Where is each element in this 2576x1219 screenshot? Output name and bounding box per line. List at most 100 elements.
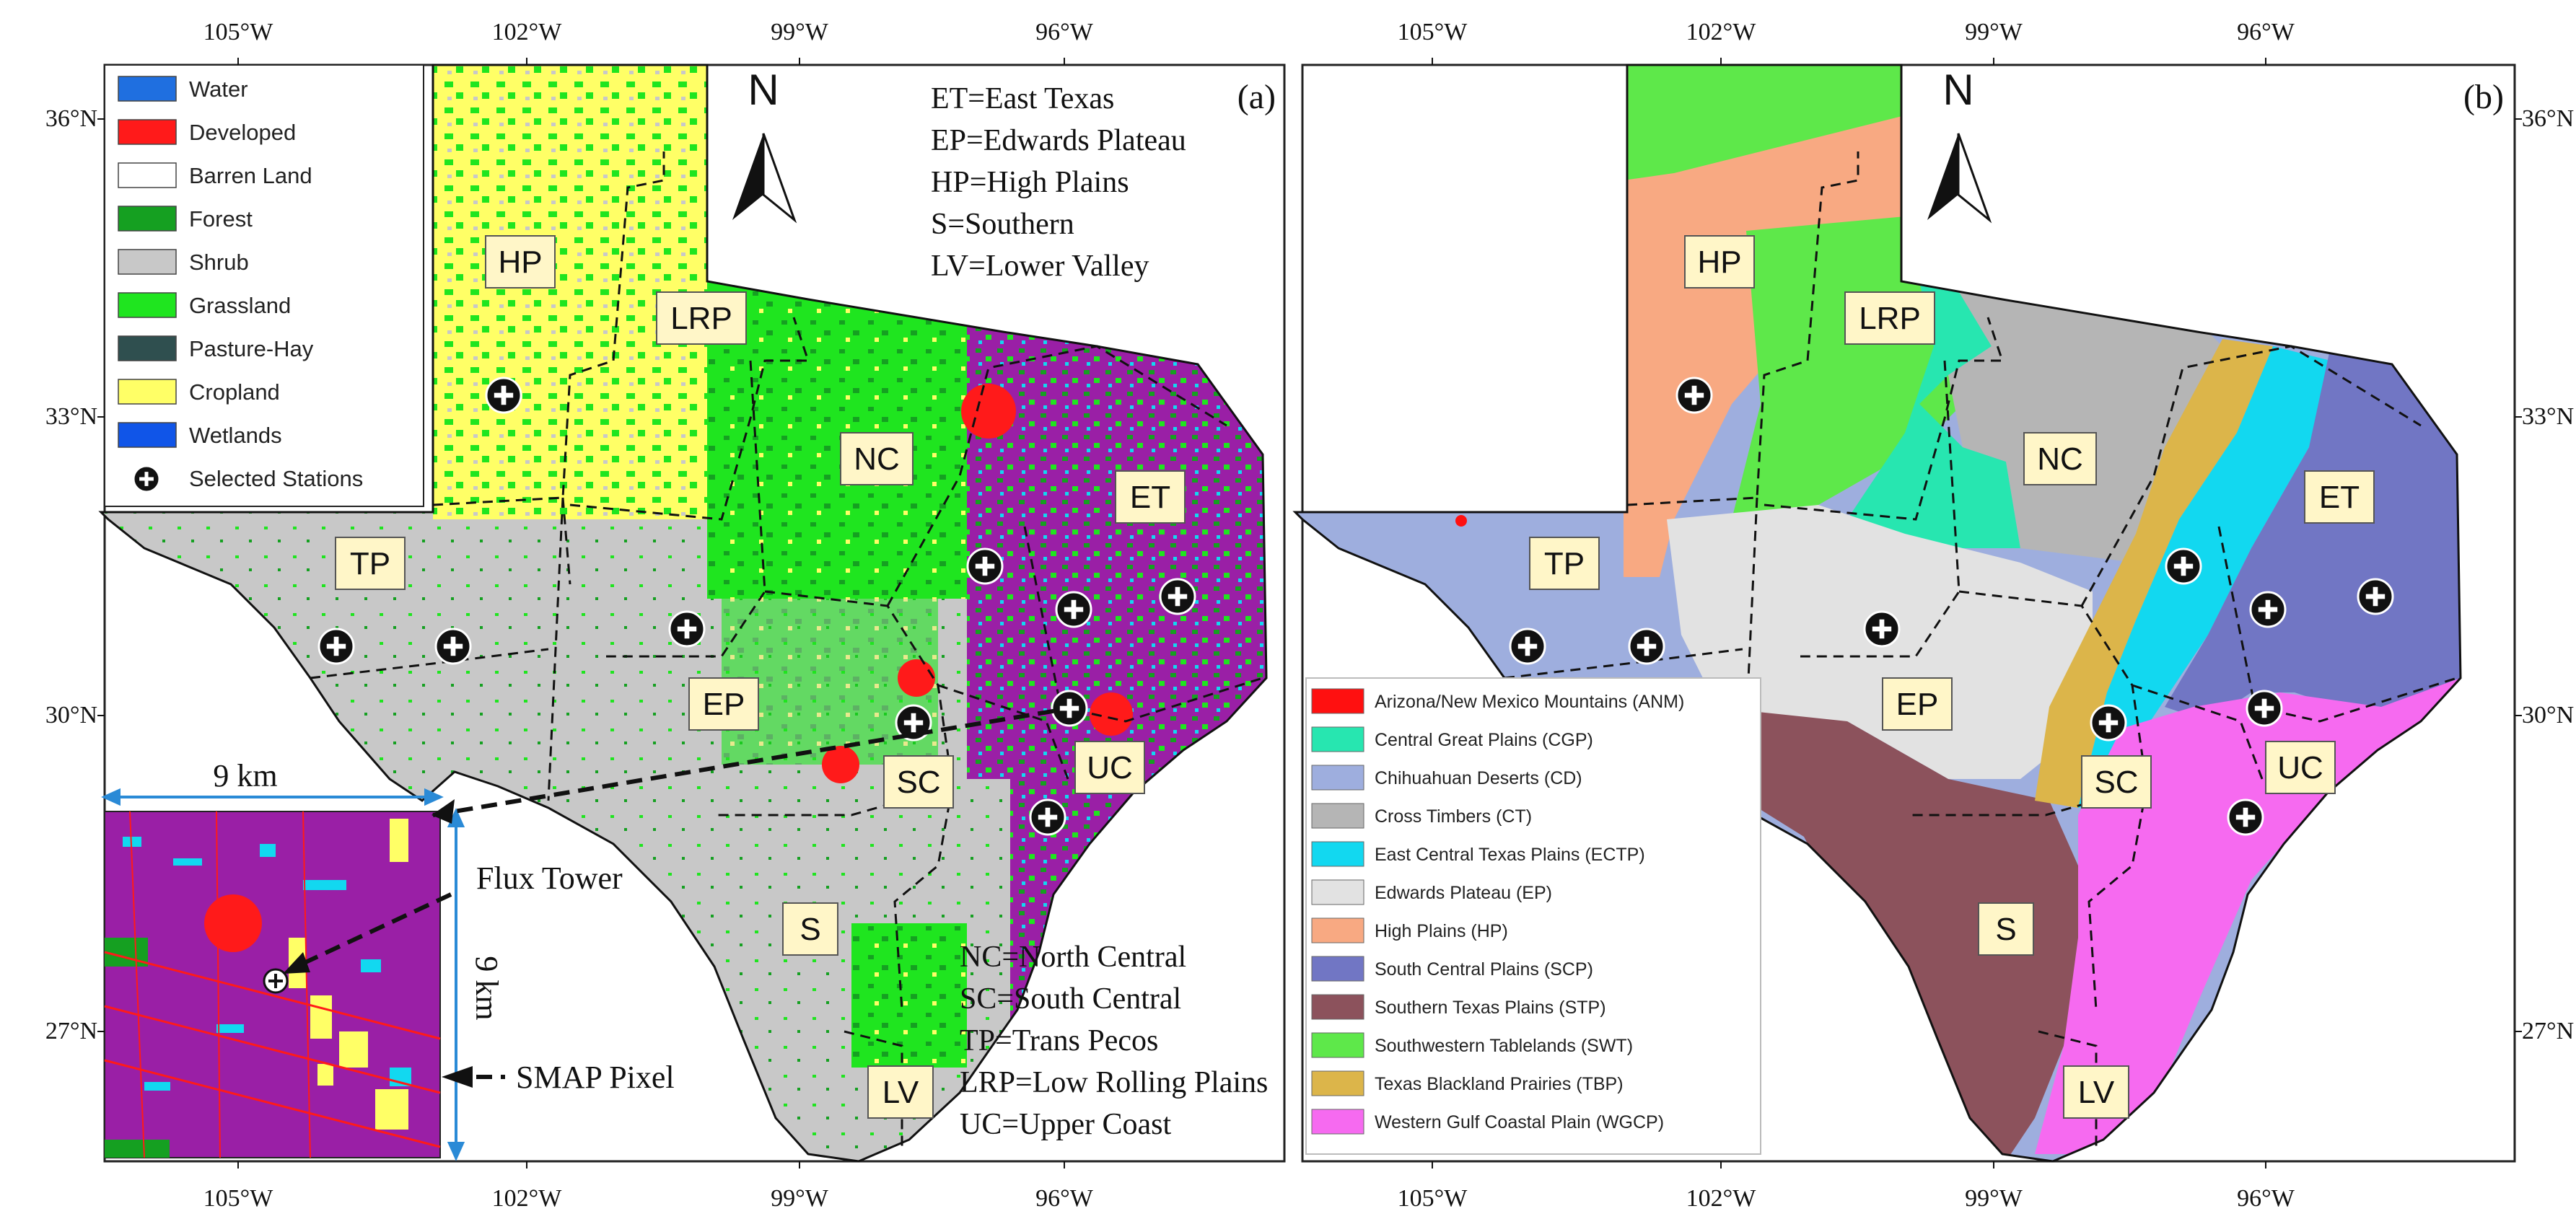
station-marker [2357, 578, 2394, 615]
legend-label: Selected Stations [189, 466, 363, 491]
region-label: LRP [670, 301, 732, 336]
legend-swatch [1311, 1109, 1364, 1135]
station-marker [2246, 690, 2283, 727]
latitude-label: 27°N [45, 1018, 97, 1044]
region-label: LV [2078, 1075, 2115, 1110]
legend-swatch [118, 292, 177, 318]
legend-label: Barren Land [189, 163, 312, 188]
longitude-label: 96°W [1035, 19, 1094, 45]
panel-b: HP LRP NC ET TP EP SC UC S LV Arizona/Ne… [1294, 19, 2575, 1212]
north-label: N [1942, 66, 1973, 114]
longitude-label: 99°W [771, 19, 829, 45]
inset-dimension-lines [101, 788, 465, 1161]
region-label: EP [703, 687, 745, 722]
legend-b: Arizona/New Mexico Mountains (ANM) Centra… [1305, 677, 1761, 1155]
legend-label: Arizona/New Mexico Mountains (ANM) [1375, 692, 1684, 712]
station-marker [1029, 798, 1066, 836]
abbreviation-line: S=Southern [931, 208, 1074, 241]
abbreviation-line: TP=Trans Pecos [960, 1024, 1158, 1057]
region-label: NC [854, 441, 900, 477]
abbreviation-line: ET=East Texas [931, 82, 1114, 115]
legend-label: Edwards Plateau (EP) [1375, 883, 1552, 903]
region-label: LRP [1859, 301, 1921, 336]
longitude-label: 105°W [203, 1185, 274, 1212]
north-arrow-icon [1957, 133, 1992, 224]
legend-swatch [118, 249, 177, 275]
stations-b [1509, 377, 2394, 836]
stations-a [317, 377, 1196, 836]
abbreviation-line: LRP=Low Rolling Plains [960, 1066, 1268, 1099]
legend-label: East Central Texas Plains (ECTP) [1375, 845, 1645, 865]
station-marker [966, 547, 1004, 585]
legend-label: Central Great Plains (CGP) [1375, 730, 1593, 750]
legend-swatch [118, 335, 177, 361]
north-arrow-a: N [732, 66, 797, 224]
legend-swatch [118, 422, 177, 448]
longitude-label: 96°W [2237, 1185, 2295, 1212]
inset-cropland [289, 819, 408, 1130]
longitude-label: 102°W [1686, 19, 1757, 45]
latitude-label: 30°N [45, 702, 97, 729]
region-label: HP [1697, 245, 1741, 280]
region-labels-a: HP LRP NC ET TP EP SC UC S LV [335, 235, 1186, 1119]
region-label: S [1995, 912, 2016, 947]
legend-swatch [1311, 956, 1364, 982]
station-marker [1051, 690, 1088, 727]
region-label: ET [1130, 480, 1170, 515]
station-marker [485, 377, 522, 414]
longitude-label: 102°W [1686, 1185, 1757, 1212]
legend-swatch [118, 76, 177, 102]
legend-label: Developed [189, 120, 296, 145]
legend-swatch [1311, 879, 1364, 905]
legend-label: Chihuahuan Deserts (CD) [1375, 768, 1582, 788]
legend-swatch [118, 162, 177, 188]
station-marker [2090, 704, 2127, 741]
inset-roads [104, 811, 441, 1158]
legend-label: Southern Texas Plains (STP) [1375, 998, 1606, 1018]
longitude-label: 105°W [203, 19, 274, 45]
station-marker [1675, 377, 1713, 414]
climate-divisions-a [310, 65, 1263, 1147]
legend-swatch [1311, 994, 1364, 1020]
latitude-label: 36°N [2522, 105, 2574, 132]
longitude-label: 105°W [1398, 19, 1468, 45]
station-marker [317, 628, 355, 665]
inset-water [123, 837, 411, 1091]
abbreviations-bottom: NC=North Central SC=South Central TP=Tra… [960, 941, 1268, 1141]
station-marker [1055, 591, 1092, 628]
region-label: TP [350, 546, 390, 581]
inset-map [104, 811, 441, 1158]
inset-leader-lines [287, 708, 1058, 972]
legend-swatch [118, 206, 177, 232]
legend-label: Water [189, 76, 248, 102]
region-label: UC [1087, 750, 1133, 785]
latitude-label: 33°N [2522, 403, 2574, 430]
station-marker [1509, 628, 1546, 665]
abbreviation-line: NC=North Central [960, 941, 1186, 974]
north-arrow-b: N [1927, 66, 1992, 224]
region-label: UC [2277, 750, 2323, 785]
north-label: N [748, 66, 779, 114]
region-label: S [799, 912, 820, 947]
legend-swatch [1311, 803, 1364, 829]
latitude-label: 30°N [2522, 702, 2574, 729]
legend-label: Shrub [189, 250, 249, 275]
legend-label: Cropland [189, 379, 280, 405]
legend-swatch [1311, 726, 1364, 752]
station-marker [2227, 798, 2264, 836]
smap-pixel-label: SMAP Pixel [516, 1060, 675, 1095]
legend-swatch [1311, 917, 1364, 943]
abbreviations-top: ET=East Texas EP=Edwards Plateau HP=High… [931, 82, 1186, 283]
inset-width-label: 9 km [213, 758, 277, 793]
legend-label: Texas Blackland Prairies (TBP) [1375, 1074, 1624, 1094]
climate-divisions-b [1504, 65, 2458, 1147]
station-marker [132, 465, 161, 493]
region-label: EP [1896, 687, 1939, 722]
legend-swatch [1311, 1070, 1364, 1096]
flux-tower-label: Flux Tower [476, 861, 623, 896]
north-arrow-icon [1927, 133, 1958, 220]
graticule-b: 105°W 102°W 99°W 96°W 105°W 102°W 99°W 9… [1398, 19, 2575, 1212]
longitude-label: 102°W [492, 1185, 563, 1212]
legend-label: Western Gulf Coastal Plain (WGCP) [1375, 1112, 1664, 1132]
